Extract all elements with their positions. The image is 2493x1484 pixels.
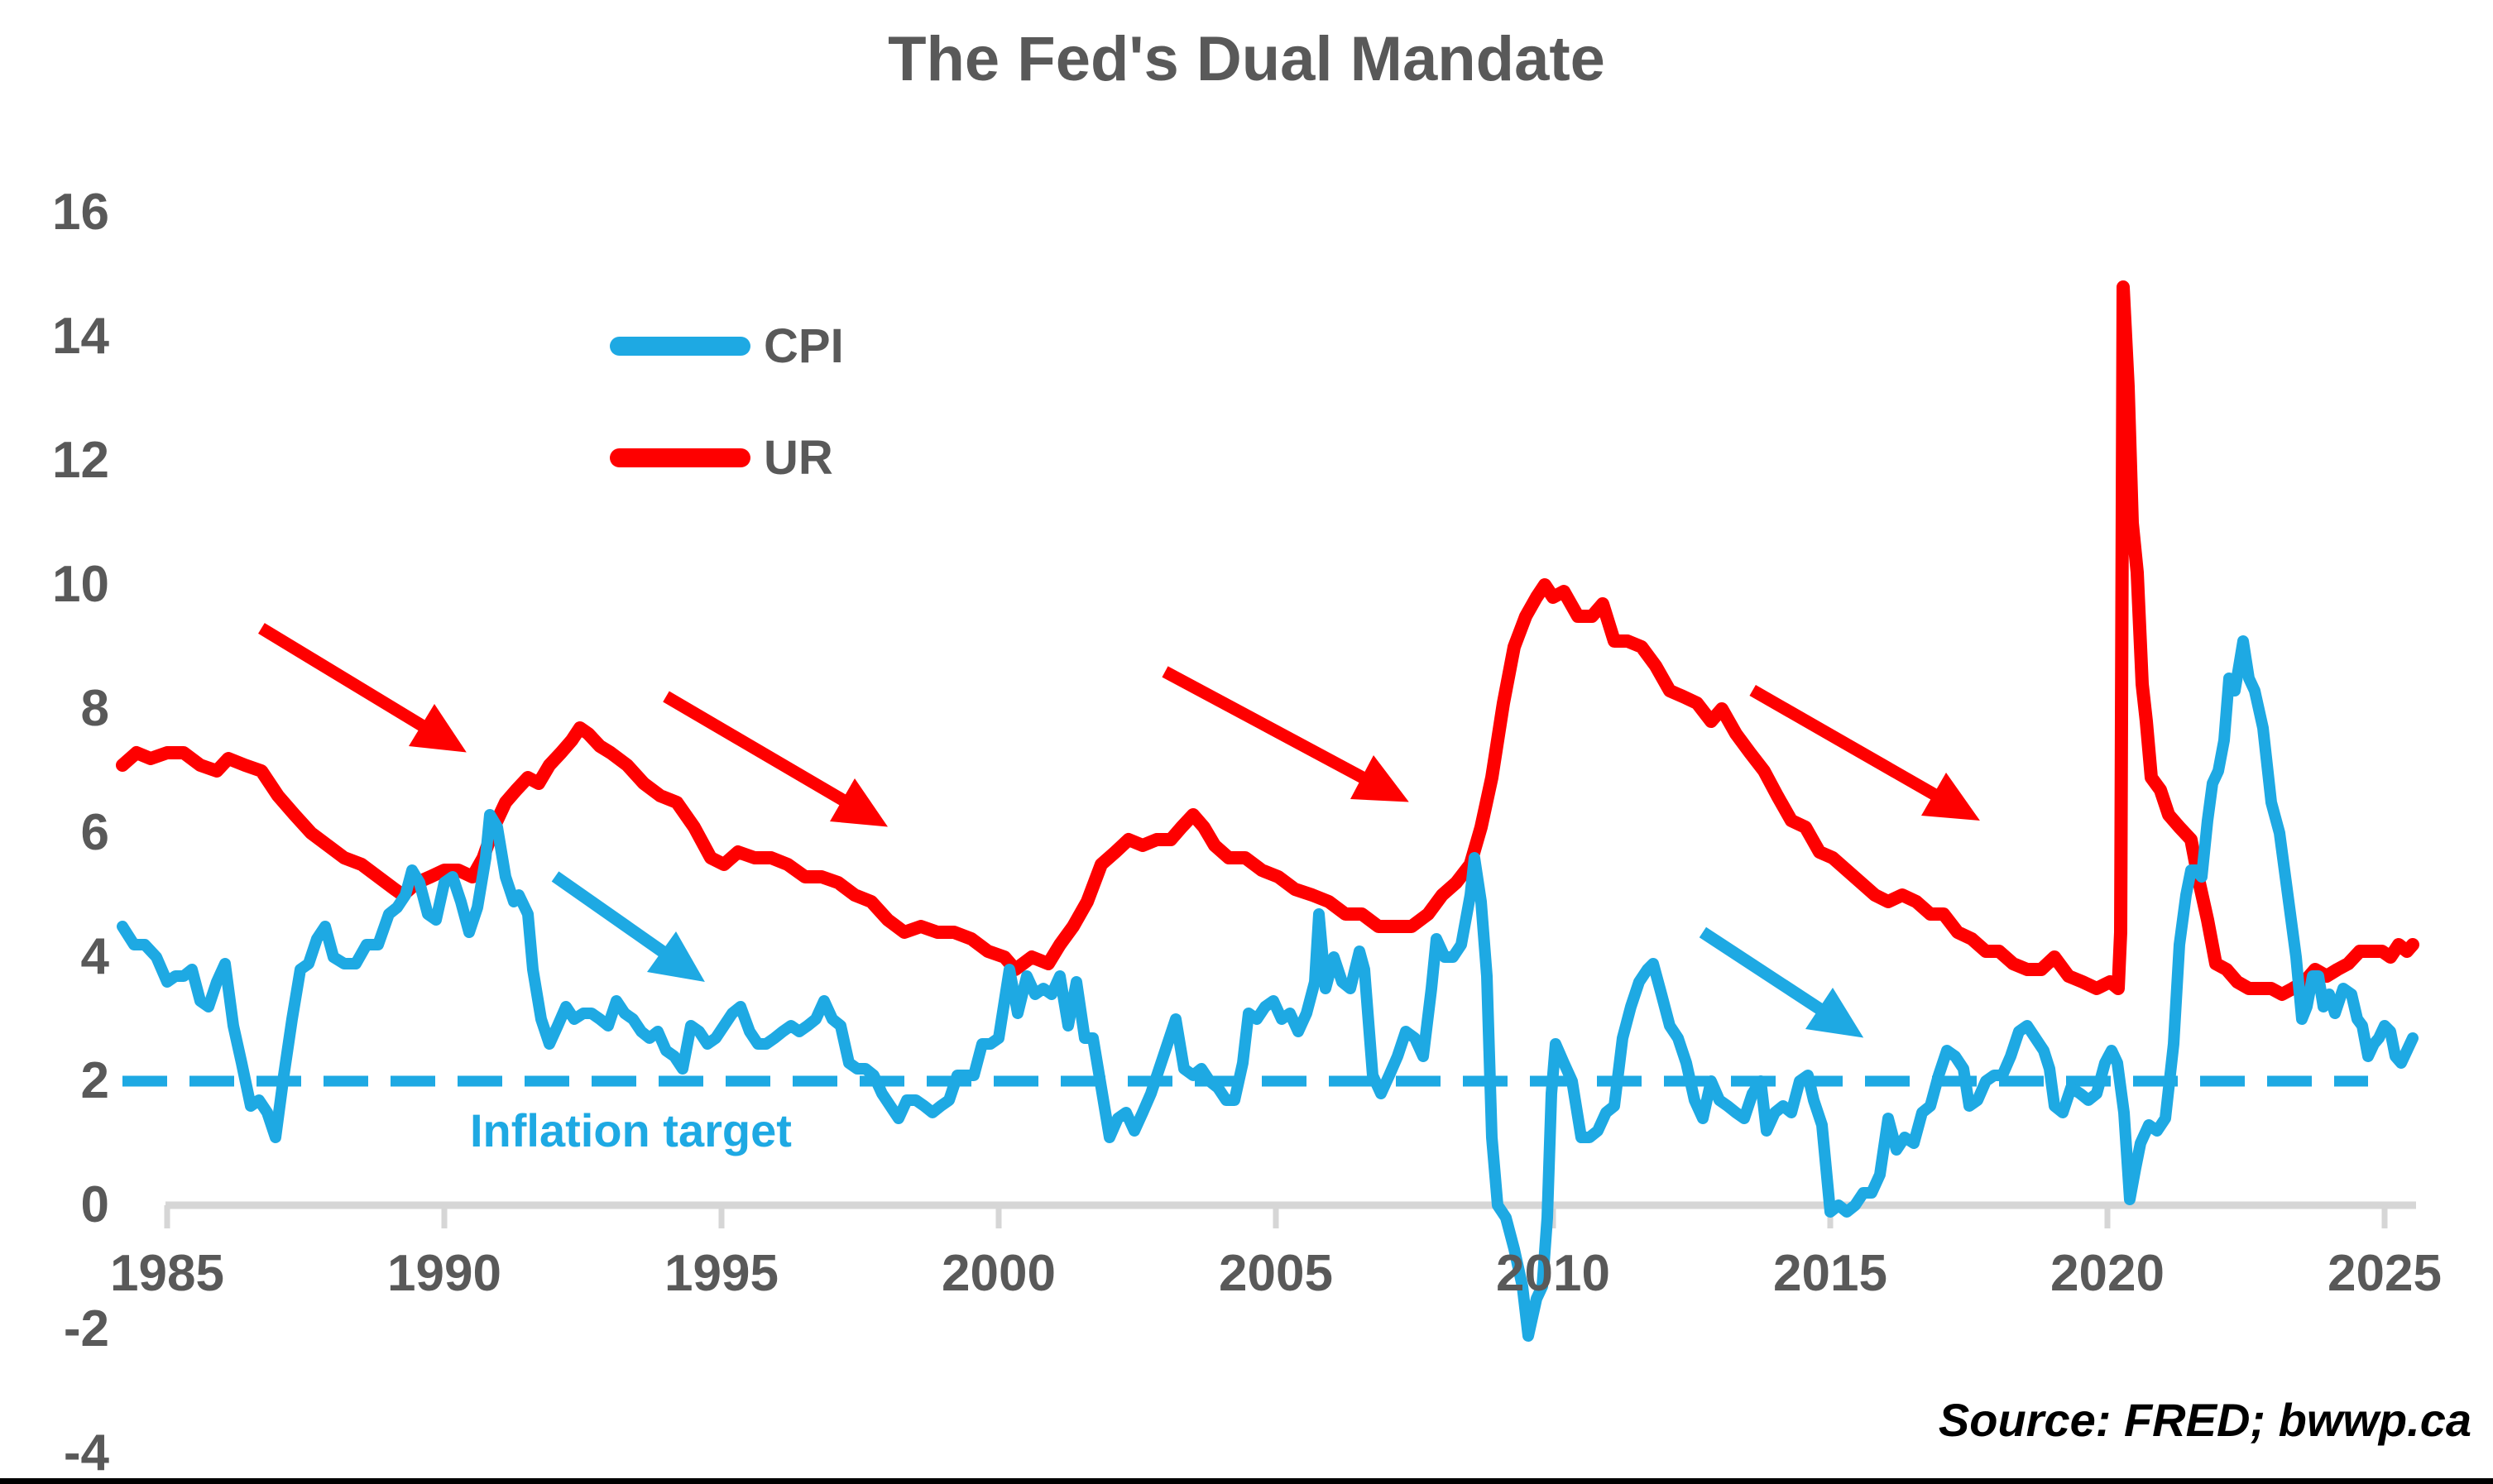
y-axis-label: 4: [80, 928, 109, 985]
x-axis-label: 2000: [942, 1245, 1056, 1302]
cpi-trend-1-arrow-head-icon: [647, 931, 705, 982]
x-axis-label: 1990: [387, 1245, 501, 1302]
y-axis-label: 6: [80, 804, 109, 861]
x-axis-label: 2010: [1496, 1245, 1610, 1302]
y-axis-label: 12: [52, 432, 109, 489]
ur-trend-3-arrow-shaft: [1162, 666, 1377, 789]
y-axis-label: 2: [80, 1052, 109, 1109]
legend-item-cpi: CPI: [610, 318, 844, 373]
x-axis-label: 2025: [2328, 1245, 2442, 1302]
y-axis-label: 16: [52, 184, 109, 241]
legend-item-ur: UR: [610, 430, 833, 485]
y-axis-label: 14: [52, 308, 109, 365]
ur-line: [116, 280, 2419, 1001]
ur-trend-4-arrow-shaft: [1749, 684, 1949, 807]
y-axis-label: -4: [63, 1424, 109, 1482]
x-axis-label: 1985: [110, 1245, 224, 1302]
y-axis-label: 8: [80, 680, 109, 737]
ur-trend-1-arrow-head-icon: [409, 704, 467, 753]
cpi-line: [117, 635, 2419, 1342]
cpi-trend-2-arrow-shaft: [1699, 926, 1834, 1022]
inflation-target-label: Inflation target: [470, 1104, 792, 1156]
y-axis-label: 10: [52, 556, 109, 613]
x-axis-label: 2005: [1219, 1245, 1333, 1302]
ur-trend-2-arrow-shaft: [663, 691, 857, 812]
ur-trend-4-arrow-head-icon: [1921, 773, 1980, 821]
cpi-trend-1-arrow-shaft: [551, 871, 677, 965]
x-axis-label: 2020: [2050, 1245, 2165, 1302]
ur-trend-2-arrow-head-icon: [830, 778, 888, 827]
ur-trend-1-arrow-shaft: [258, 623, 436, 738]
cpi-trend-2-arrow-head-icon: [1805, 988, 1864, 1038]
ur-trend-3-arrow-head-icon: [1350, 755, 1409, 802]
y-axis-label: 0: [80, 1176, 109, 1233]
ur-line-swatch-icon: [610, 448, 750, 467]
legend-label-cpi: CPI: [764, 318, 844, 373]
bottom-border: [0, 1478, 2493, 1484]
x-axis-label: 1995: [664, 1245, 779, 1302]
cpi-line-swatch-icon: [610, 336, 750, 356]
legend-label-ur: UR: [764, 430, 833, 485]
y-axis-label: -2: [63, 1300, 109, 1357]
source-note: Source: FRED; bwwp.ca: [1938, 1394, 2471, 1446]
chart-title: The Fed's Dual Mandate: [888, 24, 1605, 94]
x-axis-label: 2015: [1773, 1245, 1887, 1302]
